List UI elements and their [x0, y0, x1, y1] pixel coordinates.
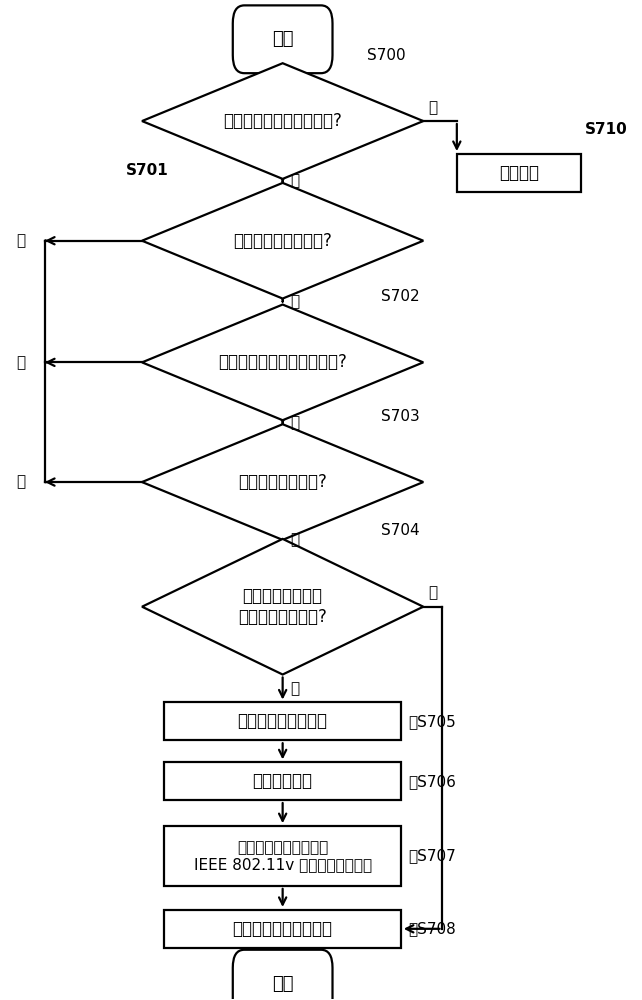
Text: S710: S710 — [585, 122, 628, 137]
Polygon shape — [142, 183, 423, 299]
Polygon shape — [142, 424, 423, 540]
Text: 否: 否 — [290, 294, 299, 309]
Text: 是: 是 — [16, 355, 25, 370]
Text: ～S707: ～S707 — [408, 849, 456, 864]
FancyBboxPatch shape — [233, 950, 333, 1000]
Text: 断开无线连接: 断开无线连接 — [253, 772, 313, 790]
Text: 否: 否 — [428, 101, 437, 116]
Text: 否: 否 — [428, 585, 437, 600]
Text: ～S706: ～S706 — [408, 774, 456, 789]
Text: S703: S703 — [381, 409, 420, 424]
Text: 否: 否 — [290, 415, 299, 430]
Text: 特定功能已被启用吗?: 特定功能已被启用吗? — [233, 232, 332, 250]
Text: 执行无线重新连接处理: 执行无线重新连接处理 — [232, 920, 333, 938]
Text: 安装环境设置是家庭环境吗?: 安装环境设置是家庭环境吗? — [218, 353, 347, 371]
Polygon shape — [142, 539, 423, 675]
Bar — [164, 762, 401, 800]
Text: 敏捷多频带设置被启用吗?: 敏捷多频带设置被启用吗? — [223, 112, 342, 130]
Polygon shape — [142, 305, 423, 420]
Text: 是: 是 — [16, 475, 25, 490]
Text: 禁用敏捷多频带设置: 禁用敏捷多频带设置 — [238, 712, 327, 730]
Text: S701: S701 — [126, 163, 169, 178]
Text: 是: 是 — [290, 681, 299, 696]
Text: 创建包括指示出不支持
IEEE 802.11v 的信息的关联请求: 创建包括指示出不支持 IEEE 802.11v 的信息的关联请求 — [194, 840, 372, 872]
Bar — [457, 154, 582, 192]
Text: 向省电状态转变吗?: 向省电状态转变吗? — [238, 473, 327, 491]
Text: 是: 是 — [16, 233, 25, 248]
Text: 启用处理: 启用处理 — [499, 164, 539, 182]
Bar — [164, 702, 401, 740]
Polygon shape — [142, 63, 423, 179]
Bar — [164, 910, 401, 948]
Text: S702: S702 — [381, 289, 420, 304]
Text: S704: S704 — [381, 523, 420, 538]
Text: ～S708: ～S708 — [408, 921, 456, 936]
FancyBboxPatch shape — [233, 5, 333, 73]
Text: 否: 否 — [290, 532, 299, 547]
Text: 从操作单元禁用了
敏捷多频带设置吗?: 从操作单元禁用了 敏捷多频带设置吗? — [238, 587, 327, 626]
Text: 是: 是 — [290, 173, 299, 188]
Text: 开始: 开始 — [272, 30, 293, 48]
Bar — [164, 826, 401, 886]
Text: ～S705: ～S705 — [408, 714, 456, 729]
Text: 结束: 结束 — [272, 975, 293, 993]
Text: S700: S700 — [367, 48, 406, 63]
